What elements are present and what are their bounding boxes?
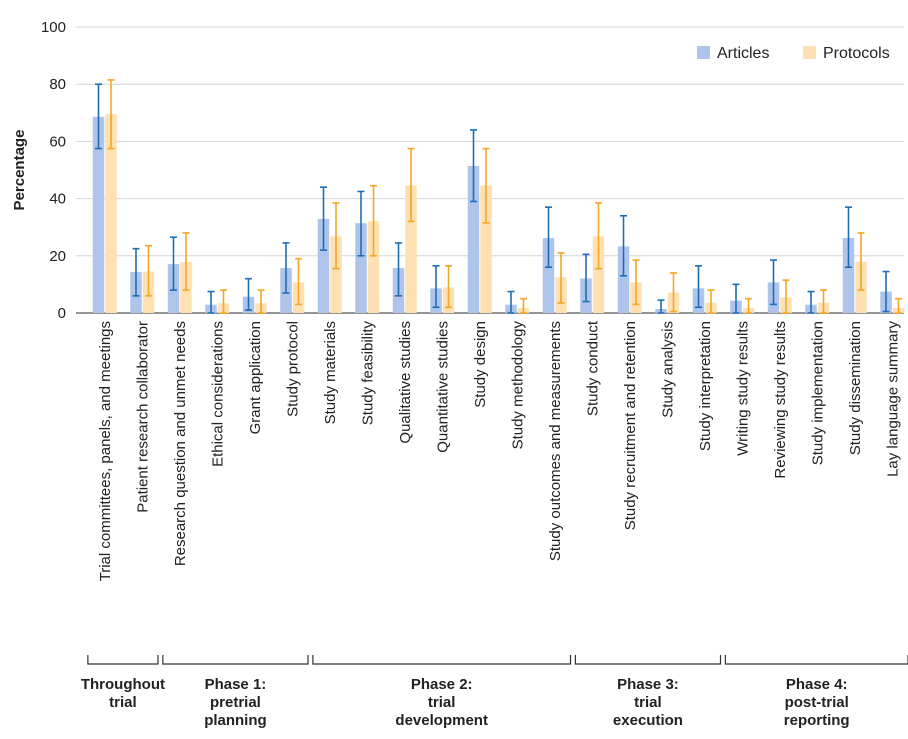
x-category-label: Research question and unmet needs [172, 321, 189, 566]
x-category-label: Qualitative studies [397, 321, 414, 444]
protocol-bar [367, 221, 380, 313]
x-category-label: Study feasibility [359, 321, 376, 426]
y-tick-label: 80 [49, 76, 66, 93]
y-tick-label: 100 [41, 19, 66, 36]
x-category-label: Study conduct [584, 320, 601, 416]
protocol-bar [480, 185, 492, 313]
protocol-bar [105, 113, 117, 313]
x-category-label: Study outcomes and measurements [547, 321, 564, 561]
article-bar [542, 238, 555, 313]
legend-protocols-label: Protocols [823, 45, 890, 62]
x-category-label: Study materials [322, 321, 339, 424]
x-category-label: Study recruitment and retention [622, 321, 639, 530]
article-bar [317, 218, 330, 313]
phase-label: post-trial [785, 694, 849, 711]
phase-label: trial [109, 694, 137, 711]
phase-label: planning [204, 712, 267, 729]
y-tick-label: 40 [49, 191, 66, 208]
x-category-label: Study dissemination [847, 321, 864, 455]
x-category-label: Study analysis [659, 321, 676, 418]
x-category-label: Trial committees, panels, and meetings [97, 321, 114, 581]
phase-label: execution [613, 712, 683, 729]
phase-label: Phase 2: [411, 676, 473, 693]
x-category-label: Study methodology [509, 321, 526, 450]
phase-label: Throughout [81, 676, 165, 693]
phase-label: trial [634, 694, 662, 711]
x-category-label: Study protocol [284, 321, 301, 417]
x-category-label: Study interpretation [697, 321, 714, 451]
legend-articles-swatch [697, 46, 710, 59]
x-category-label: Study design [472, 321, 489, 408]
x-category-label: Ethical considerations [209, 321, 226, 467]
article-bar [355, 223, 367, 313]
phase-label: Phase 4: [786, 676, 848, 693]
phase-bracket [312, 655, 572, 665]
protocol-bar [405, 185, 417, 313]
x-category-label: Grant application [247, 321, 264, 434]
phase-label: reporting [784, 712, 850, 729]
x-category-label: Quantitative studies [434, 321, 451, 453]
phase-bracket [87, 655, 159, 665]
y-axis-label: Percentage [11, 130, 28, 211]
phase-label: Phase 3: [617, 676, 679, 693]
bars-layer [92, 79, 905, 314]
x-category-label: Lay language summary [884, 321, 901, 477]
axis-layer: 0 20 40 60 80 100 Trial committees, panels, an… [41, 19, 901, 581]
phase-bracket [724, 655, 908, 665]
article-bar [467, 165, 480, 313]
legend: Articles Protocols [697, 45, 890, 62]
protocol-bar [592, 236, 605, 313]
y-tick-label: 60 [49, 133, 66, 150]
phase-bracket [162, 655, 309, 665]
y-tick-label: 0 [58, 305, 66, 322]
x-category-label: Reviewing study results [772, 321, 789, 479]
phase-label: development [395, 712, 488, 729]
article-bar [92, 116, 105, 313]
legend-articles-label: Articles [717, 45, 769, 62]
x-category-label: Writing study results [734, 321, 751, 456]
phase-label: pretrial [210, 694, 261, 711]
legend-protocols-swatch [803, 46, 816, 59]
article-bar [842, 238, 855, 313]
article-bar [617, 246, 630, 313]
phase-label: Phase 1: [205, 676, 267, 693]
x-category-label: Study implementation [809, 321, 826, 465]
phase-label: trial [428, 694, 456, 711]
y-tick-label: 20 [49, 248, 66, 265]
x-category-label: Patient research collaborator [134, 321, 151, 513]
protocol-bar [330, 236, 342, 313]
phase-bracket [574, 655, 722, 665]
